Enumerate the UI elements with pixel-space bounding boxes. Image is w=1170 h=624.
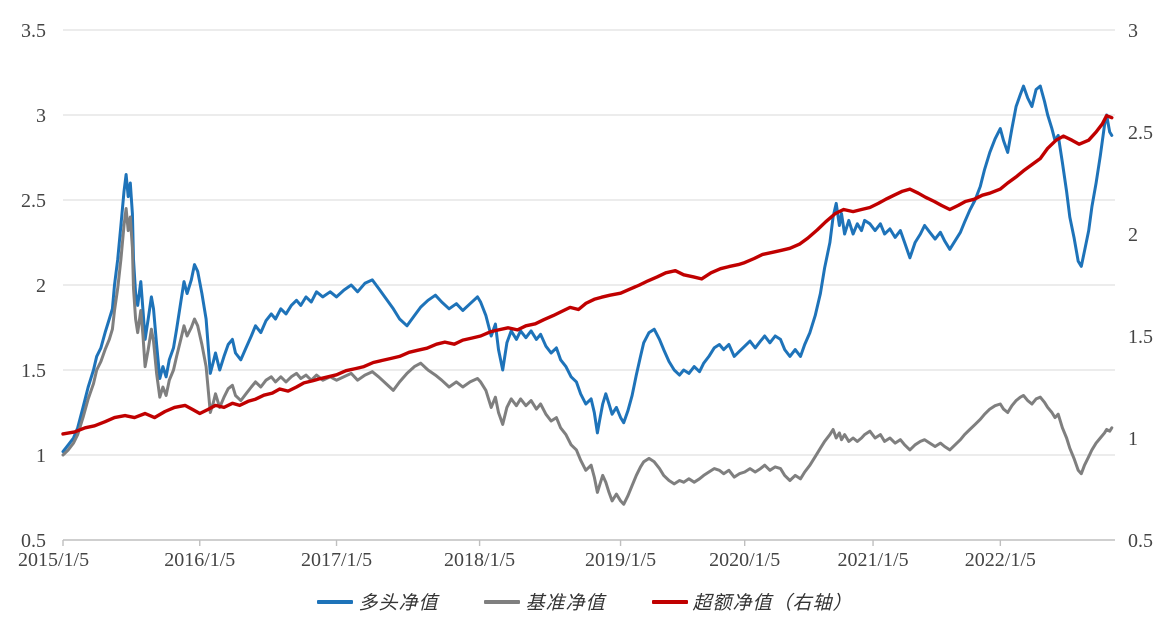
- right-axis-label: 3: [1128, 20, 1138, 42]
- right-axis-label: 1: [1128, 428, 1138, 450]
- series-line-2: [61, 113, 1114, 436]
- x-axis-label: 2018/1/5: [444, 549, 515, 571]
- x-axis-label: 2019/1/5: [585, 549, 656, 571]
- legend-line-icon-gray: [484, 599, 521, 604]
- right-axis-label: 1.5: [1128, 326, 1153, 348]
- chart-legend: 多头净值 基准净值 超额净值（右轴）: [0, 588, 1170, 615]
- x-axis-label: 2020/1/5: [709, 549, 780, 571]
- x-axis-label: 2022/1/5: [965, 549, 1036, 571]
- legend-item-excess-nav: 超额净值（右轴）: [651, 588, 853, 615]
- series-line-1: [61, 207, 1114, 506]
- x-axis-label: 2017/1/5: [301, 549, 372, 571]
- x-axis-label: 2015/1/5: [18, 549, 89, 571]
- x-axis-label: 2016/1/5: [164, 549, 235, 571]
- left-axis-label: 3.5: [21, 20, 46, 42]
- right-axis-label: 0.5: [1128, 530, 1153, 552]
- series-line-0: [61, 84, 1114, 454]
- legend-label-benchmark-nav: 基准净值: [525, 593, 606, 614]
- legend-item-benchmark-nav: 基准净值: [484, 588, 605, 615]
- legend-label-excess-nav: 超额净值（右轴）: [692, 593, 853, 614]
- left-axis-label: 3: [36, 105, 46, 127]
- legend-line-icon-blue: [317, 599, 354, 604]
- left-axis-label: 0.5: [21, 530, 46, 552]
- left-axis-label: 1.5: [21, 360, 46, 382]
- x-axis-label: 2021/1/5: [837, 549, 908, 571]
- legend-line-icon-red: [651, 599, 688, 604]
- legend-label-long-nav: 多头净值: [358, 593, 439, 614]
- left-axis-label: 2.5: [21, 190, 46, 212]
- right-axis-label: 2.5: [1128, 122, 1153, 144]
- right-axis-label: 2: [1128, 224, 1138, 246]
- left-axis-label: 2: [36, 275, 46, 297]
- left-axis-label: 1: [36, 445, 46, 467]
- legend-item-long-nav: 多头净值: [317, 588, 438, 615]
